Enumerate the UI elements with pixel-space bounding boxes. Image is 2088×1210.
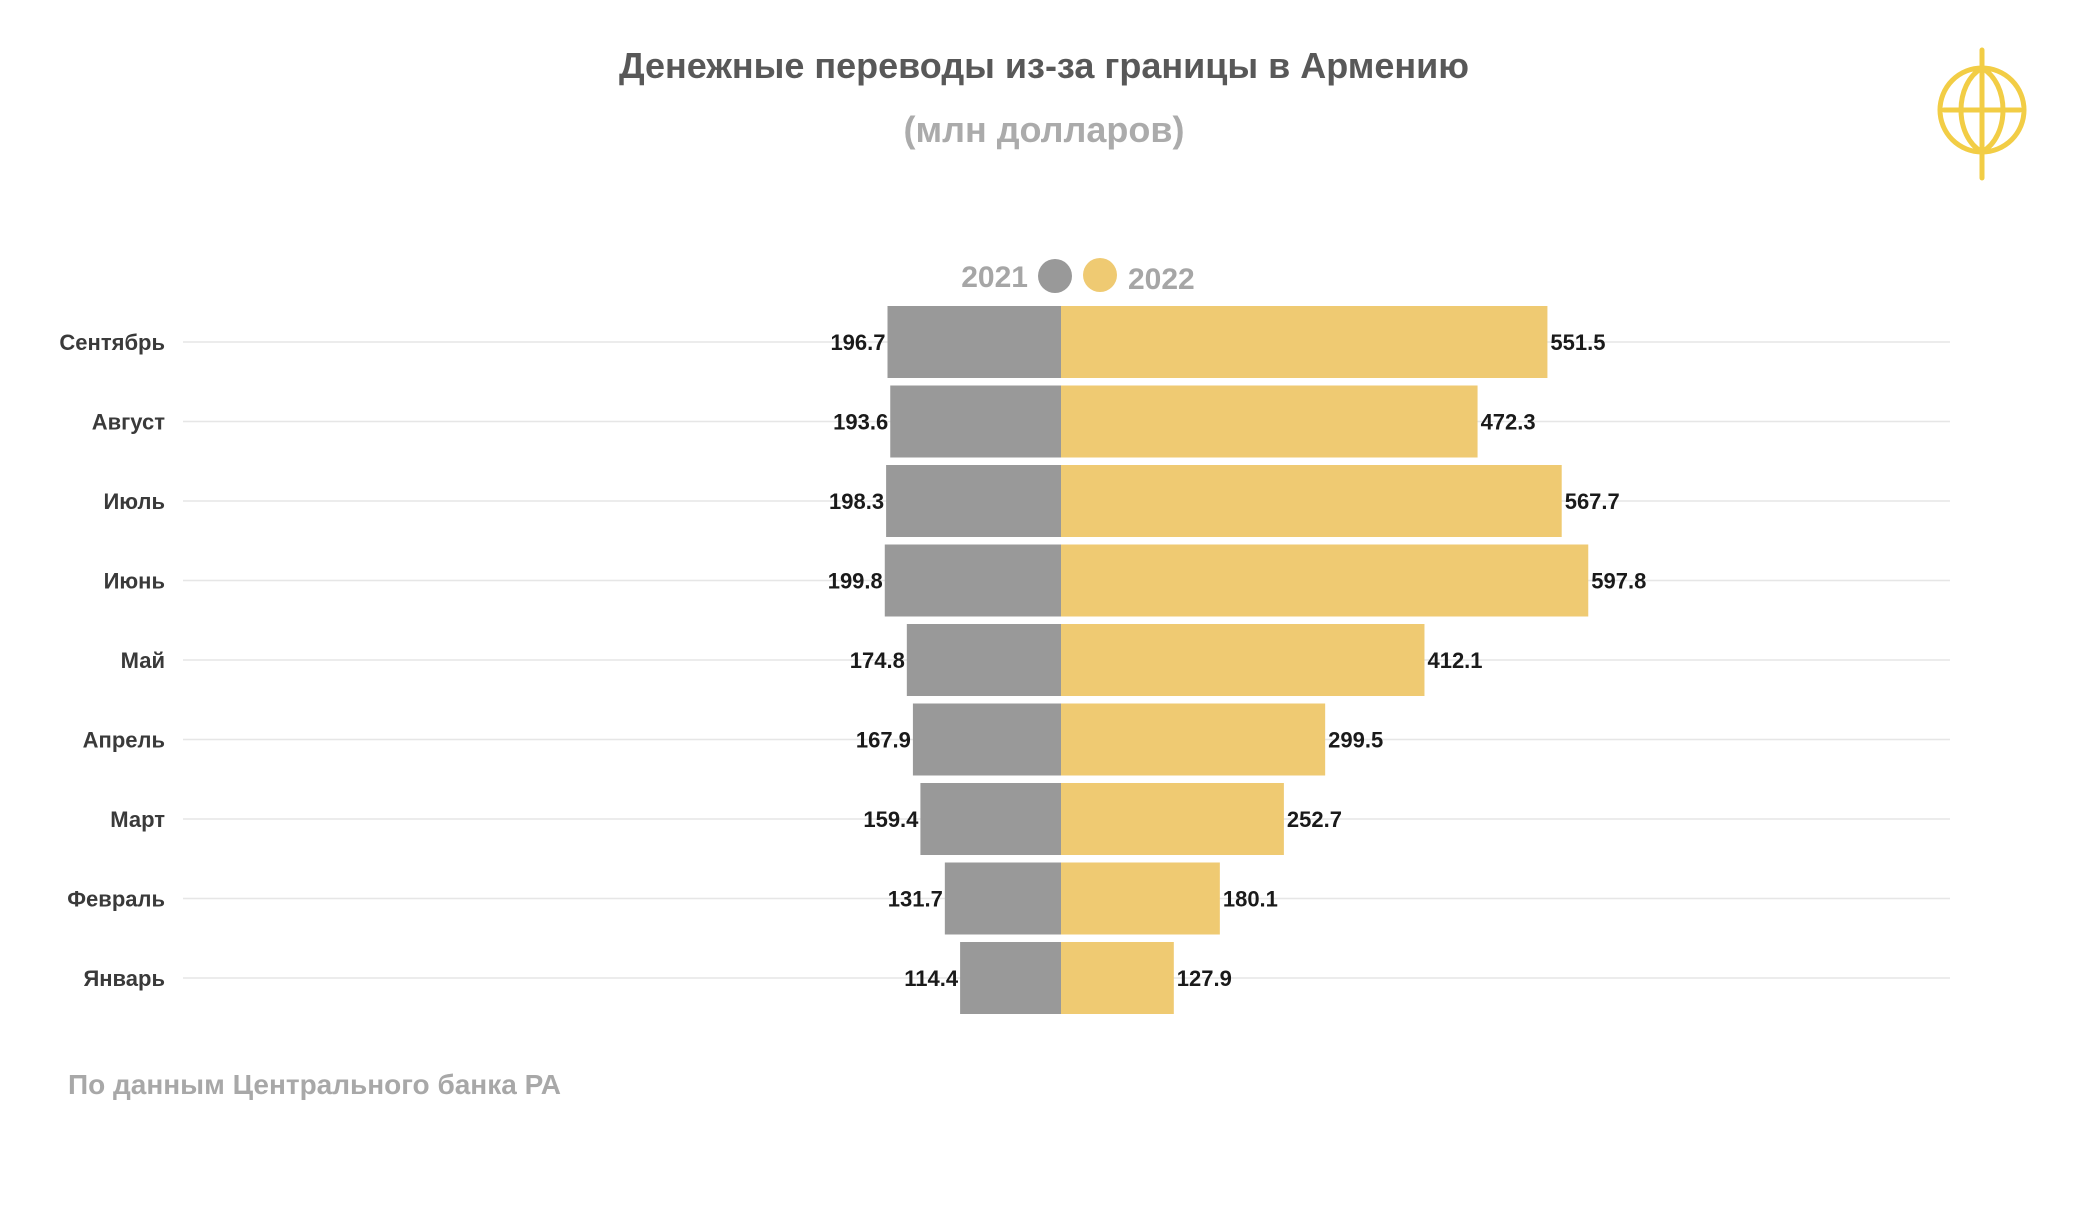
legend: 2021 2022 bbox=[961, 258, 1195, 296]
bar-2022 bbox=[1061, 862, 1220, 935]
bar-2022 bbox=[1061, 465, 1562, 537]
data-label-2022: 127.9 bbox=[1177, 966, 1232, 991]
bar-2021 bbox=[906, 624, 1061, 696]
logo-icon bbox=[1937, 47, 2027, 181]
data-label-2021: 159.4 bbox=[863, 807, 919, 832]
category-label: Февраль bbox=[67, 887, 165, 912]
category-label: Май bbox=[121, 648, 165, 673]
bar-2022 bbox=[1061, 624, 1425, 696]
bar-2021 bbox=[884, 544, 1061, 617]
data-label-2021: 193.6 bbox=[833, 410, 888, 435]
bar-2021 bbox=[960, 942, 1061, 1014]
category-label: Март bbox=[110, 807, 165, 832]
bar-2022 bbox=[1061, 783, 1284, 855]
chart-title: Денежные переводы из-за границы в Армени… bbox=[619, 45, 1469, 86]
data-label-2022: 597.8 bbox=[1591, 569, 1646, 594]
bar-2021 bbox=[912, 703, 1061, 776]
legend-swatch-2022 bbox=[1083, 258, 1117, 292]
bar-2021 bbox=[887, 306, 1061, 378]
category-label: Август bbox=[92, 410, 165, 435]
bar-2021 bbox=[920, 783, 1061, 855]
data-label-2021: 198.3 bbox=[829, 489, 884, 514]
bar-2022 bbox=[1061, 703, 1326, 776]
data-label-2021: 131.7 bbox=[888, 887, 943, 912]
data-label-2022: 180.1 bbox=[1223, 887, 1278, 912]
data-label-2022: 412.1 bbox=[1427, 648, 1482, 673]
data-label-2021: 199.8 bbox=[828, 569, 883, 594]
data-label-2021: 174.8 bbox=[850, 648, 905, 673]
bar-2021 bbox=[944, 862, 1061, 935]
bar-2022 bbox=[1061, 385, 1478, 458]
legend-label-2022: 2022 bbox=[1128, 263, 1195, 296]
data-label-2021: 196.7 bbox=[830, 330, 885, 355]
data-label-2022: 567.7 bbox=[1565, 489, 1620, 514]
legend-label-2021: 2021 bbox=[961, 261, 1028, 294]
data-label-2022: 551.5 bbox=[1550, 330, 1605, 355]
legend-swatch-2021 bbox=[1038, 259, 1072, 293]
bar-2021 bbox=[886, 465, 1061, 537]
source-note: По данным Центрального банка РА bbox=[68, 1069, 561, 1100]
category-label: Сентябрь bbox=[59, 330, 165, 355]
category-label: Июль bbox=[103, 489, 165, 514]
category-label: Апрель bbox=[83, 728, 165, 753]
category-label: Июнь bbox=[104, 569, 165, 594]
data-label-2021: 167.9 bbox=[856, 728, 911, 753]
bars bbox=[884, 306, 1589, 1014]
data-label-2022: 252.7 bbox=[1287, 807, 1342, 832]
labels: Сентябрь 196.7 551.5 Август 193.6 472.3 Июль 19… bbox=[59, 330, 1646, 991]
bar-2022 bbox=[1061, 942, 1174, 1014]
data-label-2022: 299.5 bbox=[1328, 728, 1383, 753]
chart-subtitle: (млн долларов) bbox=[903, 109, 1184, 150]
data-label-2021: 114.4 bbox=[904, 966, 959, 991]
bar-2022 bbox=[1061, 544, 1589, 617]
data-label-2022: 472.3 bbox=[1481, 410, 1536, 435]
bar-2022 bbox=[1061, 306, 1548, 378]
bar-2021 bbox=[890, 385, 1061, 458]
category-label: Январь bbox=[83, 966, 165, 991]
